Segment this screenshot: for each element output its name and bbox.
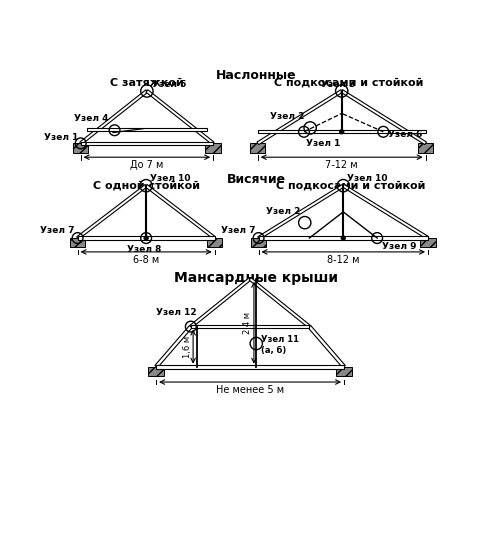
Polygon shape bbox=[87, 129, 207, 131]
Polygon shape bbox=[258, 131, 426, 133]
Text: 1,6 м: 1,6 м bbox=[182, 335, 192, 357]
Text: С затяжкой: С затяжкой bbox=[110, 78, 184, 88]
Text: Узел 2: Узел 2 bbox=[270, 112, 304, 121]
Text: Узел 3: Узел 3 bbox=[322, 80, 356, 89]
Text: С подкосами и стойкой: С подкосами и стойкой bbox=[274, 78, 424, 88]
Polygon shape bbox=[80, 90, 148, 145]
Text: 8-12 м: 8-12 м bbox=[327, 255, 360, 265]
Text: С одной стойкой: С одной стойкой bbox=[94, 180, 200, 190]
Text: Узел 7: Узел 7 bbox=[221, 226, 256, 235]
Text: Узел 6: Узел 6 bbox=[388, 130, 422, 139]
Text: Узел 10: Узел 10 bbox=[347, 174, 388, 184]
Polygon shape bbox=[191, 325, 310, 328]
Text: Узел 4: Узел 4 bbox=[74, 113, 108, 123]
Polygon shape bbox=[148, 367, 164, 376]
Text: 7-12 м: 7-12 м bbox=[326, 160, 358, 170]
Text: Висячие: Висячие bbox=[226, 173, 286, 186]
Polygon shape bbox=[156, 364, 344, 369]
Text: Узел 8: Узел 8 bbox=[128, 245, 162, 254]
Polygon shape bbox=[257, 90, 342, 145]
Text: Узел 5: Узел 5 bbox=[152, 80, 186, 89]
Polygon shape bbox=[258, 237, 428, 240]
Text: 2,4 м: 2,4 м bbox=[244, 312, 252, 334]
Text: Не менее 5 м: Не менее 5 м bbox=[216, 385, 284, 395]
Polygon shape bbox=[249, 278, 310, 328]
Text: Узел 7: Узел 7 bbox=[40, 226, 74, 235]
Text: Узел 10: Узел 10 bbox=[150, 174, 190, 184]
Polygon shape bbox=[70, 238, 86, 247]
Circle shape bbox=[144, 236, 148, 240]
Polygon shape bbox=[145, 185, 216, 239]
Polygon shape bbox=[206, 143, 221, 153]
Text: Узел 11
(а, б): Узел 11 (а, б) bbox=[261, 335, 299, 355]
Text: Наслонные: Наслонные bbox=[216, 70, 296, 83]
Circle shape bbox=[341, 236, 345, 240]
Polygon shape bbox=[258, 184, 344, 239]
Polygon shape bbox=[155, 326, 192, 368]
Polygon shape bbox=[251, 238, 266, 247]
Polygon shape bbox=[342, 184, 429, 239]
Polygon shape bbox=[78, 237, 214, 240]
Polygon shape bbox=[418, 143, 434, 153]
Polygon shape bbox=[308, 326, 346, 368]
Text: Узел 12: Узел 12 bbox=[156, 308, 197, 318]
Text: Узел 1: Узел 1 bbox=[306, 139, 340, 148]
Polygon shape bbox=[190, 278, 251, 328]
Circle shape bbox=[340, 130, 344, 134]
Polygon shape bbox=[207, 238, 222, 247]
Text: Мансардные крыши: Мансардные крыши bbox=[174, 271, 338, 285]
Polygon shape bbox=[80, 142, 213, 145]
Polygon shape bbox=[341, 90, 426, 145]
Text: Узел 2: Узел 2 bbox=[266, 207, 300, 217]
Text: Узел 1: Узел 1 bbox=[44, 133, 78, 142]
Polygon shape bbox=[336, 367, 351, 376]
Polygon shape bbox=[73, 143, 88, 153]
Polygon shape bbox=[76, 185, 147, 239]
Text: До 7 м: До 7 м bbox=[130, 160, 164, 170]
Text: Узел 9: Узел 9 bbox=[382, 242, 416, 251]
Polygon shape bbox=[146, 90, 214, 145]
Text: 6-8 м: 6-8 м bbox=[133, 255, 160, 265]
Polygon shape bbox=[250, 143, 266, 153]
Polygon shape bbox=[420, 238, 436, 247]
Text: С подкосами и стойкой: С подкосами и стойкой bbox=[276, 180, 425, 190]
